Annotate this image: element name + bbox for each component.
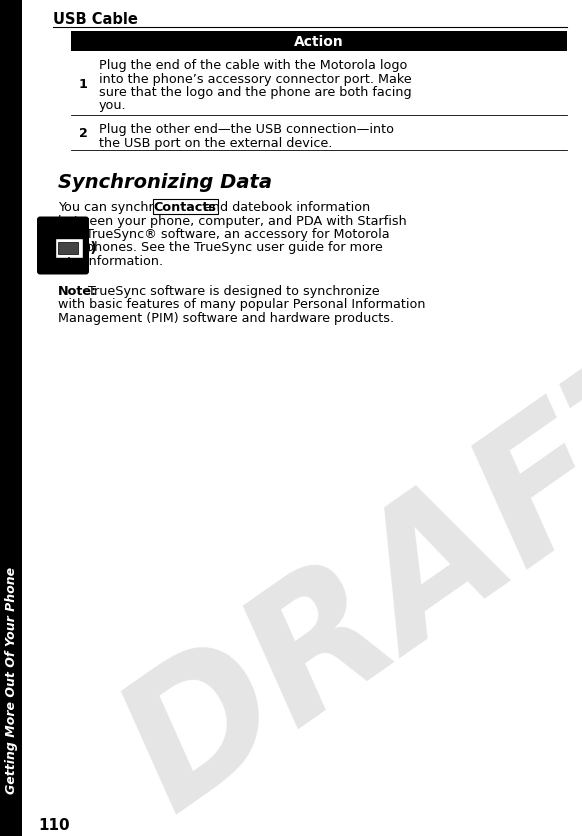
Text: Management (PIM) software and hardware products.: Management (PIM) software and hardware p… xyxy=(58,311,394,324)
Text: 110: 110 xyxy=(38,817,70,832)
Text: 1: 1 xyxy=(79,78,87,90)
Bar xyxy=(58,242,78,254)
Text: Plug the other end—the USB connection—into: Plug the other end—the USB connection—in… xyxy=(99,123,394,135)
Text: TrueSync software is designed to synchronize: TrueSync software is designed to synchro… xyxy=(84,284,379,298)
FancyBboxPatch shape xyxy=(37,217,89,275)
Text: 2: 2 xyxy=(79,127,87,140)
Text: Plug the end of the cable with the Motorola logo: Plug the end of the cable with the Motor… xyxy=(99,59,407,72)
Text: Getting More Out Of Your Phone: Getting More Out Of Your Phone xyxy=(5,566,17,793)
Text: Synchronizing Data: Synchronizing Data xyxy=(58,173,272,191)
Bar xyxy=(55,238,83,258)
Text: )): )) xyxy=(85,242,98,255)
Bar xyxy=(0,0,22,836)
Text: with basic features of many popular Personal Information: with basic features of many popular Pers… xyxy=(58,298,425,311)
Text: phones. See the TrueSync user guide for more: phones. See the TrueSync user guide for … xyxy=(86,242,383,254)
Text: Contacts: Contacts xyxy=(154,201,217,214)
Text: TrueSync® software, an accessory for Motorola: TrueSync® software, an accessory for Mot… xyxy=(86,227,389,241)
Bar xyxy=(71,32,567,52)
Text: Action: Action xyxy=(294,35,344,49)
Text: between your phone, computer, and PDA with Starfish: between your phone, computer, and PDA wi… xyxy=(58,214,407,227)
Text: information.: information. xyxy=(86,255,164,268)
Text: USB Cable: USB Cable xyxy=(53,12,138,27)
Text: you.: you. xyxy=(99,99,127,112)
Text: into the phone’s accessory connector port. Make: into the phone’s accessory connector por… xyxy=(99,73,411,85)
Text: DRAFT: DRAFT xyxy=(93,314,582,836)
Text: You can synchronize: You can synchronize xyxy=(58,201,191,214)
Text: the USB port on the external device.: the USB port on the external device. xyxy=(99,136,332,150)
Text: and datebook information: and datebook information xyxy=(200,201,371,214)
Text: Note:: Note: xyxy=(58,284,97,298)
Text: sure that the logo and the phone are both facing: sure that the logo and the phone are bot… xyxy=(99,86,411,99)
